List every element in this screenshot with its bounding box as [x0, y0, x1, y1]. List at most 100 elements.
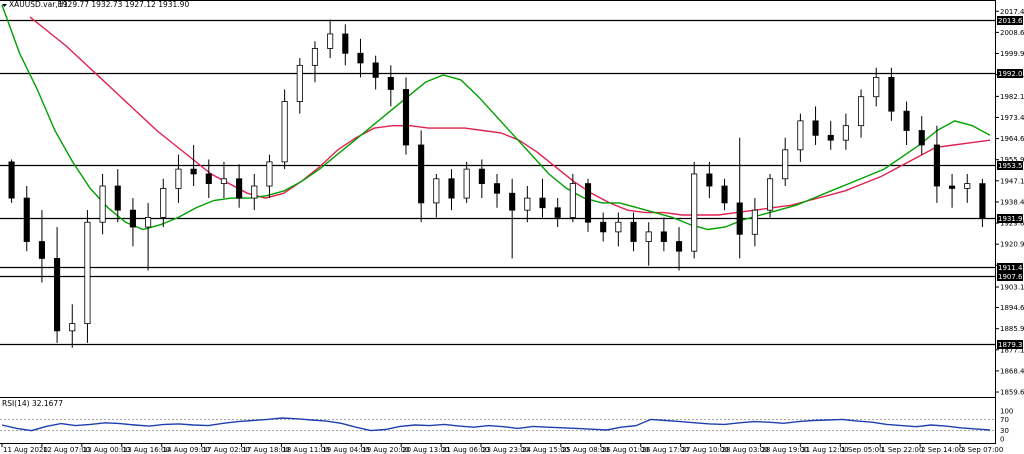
price-tick-label: 1982.15: [1000, 93, 1024, 101]
chevron-down-icon[interactable]: [2, 4, 7, 7]
price-tick-label: 1903.15: [1000, 284, 1024, 292]
level-label-bg: [997, 340, 1023, 349]
time-tick-label: 19 Aug 20:00: [362, 446, 409, 454]
candle: [175, 154, 182, 203]
candle-body: [675, 241, 683, 252]
candle-body: [296, 64, 303, 102]
candle-body: [54, 258, 61, 332]
candle: [114, 169, 121, 223]
candle-body: [964, 183, 971, 189]
candle: [205, 159, 212, 199]
candle-body: [463, 168, 470, 199]
candle: [721, 178, 728, 211]
time-tick-label: 17 Aug 02:00: [203, 446, 250, 454]
candle: [691, 161, 698, 259]
level-label-bg: [997, 272, 1023, 281]
price-tick-label: 1947.15: [1000, 177, 1024, 185]
candle-body: [842, 125, 849, 141]
time-tick-label: 26 Aug 17:00: [642, 446, 689, 454]
rsi-header: RSI(14) 32.1677: [2, 399, 63, 408]
candle: [842, 113, 849, 150]
time-tick-label: 3 Sep 07:00: [961, 446, 1003, 454]
candle: [812, 106, 819, 145]
candle: [524, 186, 531, 223]
level-label: 1907.69: [998, 273, 1024, 281]
candle: [129, 198, 136, 247]
candle: [539, 178, 546, 218]
candle-body: [660, 231, 667, 242]
candle-body: [706, 173, 713, 187]
time-tick-label: 20 Aug 13:00: [402, 446, 449, 454]
candle: [281, 89, 288, 170]
candle-body: [38, 241, 45, 259]
candle: [630, 212, 637, 252]
candle: [706, 161, 713, 199]
candle: [69, 304, 76, 348]
time-tick-label: 19 Aug 04:00: [322, 446, 369, 454]
candle: [418, 130, 425, 223]
candle-body: [327, 33, 334, 49]
candle-body: [797, 120, 804, 151]
level-label-bg: [997, 263, 1023, 272]
candle-body: [160, 188, 167, 218]
candle-body: [933, 144, 940, 187]
time-tick-label: 13 Aug 00:00: [83, 446, 130, 454]
candle-body: [721, 185, 728, 204]
candle-body: [220, 178, 228, 185]
time-tick-label: 17 Aug 18:00: [243, 446, 290, 454]
time-tick-label: 12 Aug 07:00: [43, 446, 90, 454]
time-tick-label: 14 Aug 09:00: [163, 446, 210, 454]
candle: [645, 222, 652, 266]
horizontal-levels[interactable]: [0, 19, 996, 346]
candle: [236, 164, 243, 208]
candle: [600, 212, 607, 242]
candle-body: [691, 173, 698, 252]
candle-body: [873, 77, 880, 98]
candle: [463, 161, 470, 203]
time-tick-label: 18 Aug 11:00: [282, 446, 329, 454]
symbol-label: XAUUSD.var,H1: [9, 0, 68, 9]
candle: [858, 89, 865, 138]
ma-slow-layer: [29, 16, 991, 216]
candle-body: [357, 52, 364, 64]
candle-body: [281, 101, 288, 163]
candle-body: [888, 77, 895, 112]
candle-body: [782, 149, 789, 180]
candle-body: [205, 173, 212, 185]
candle: [660, 217, 667, 252]
candle: [782, 137, 789, 187]
candle: [964, 173, 971, 203]
candle-body: [493, 183, 501, 194]
price-tick-label: 1964.65: [1000, 135, 1024, 143]
level-labels: 2013.60 1992.03 1953.55 1931.90 1911.401907.…: [997, 16, 1024, 349]
candle-body: [766, 178, 774, 211]
time-tick-label: 31 Aug 12:00: [801, 446, 848, 454]
time-tick-label: 25 Aug 08:00: [562, 446, 609, 454]
time-tick-label: 21 Aug 06:00: [442, 446, 489, 454]
candle: [493, 173, 501, 208]
price-tick-label: 1973.40: [1000, 114, 1024, 122]
candle: [873, 67, 880, 107]
candle-body: [478, 168, 485, 185]
candle: [554, 198, 561, 228]
candle-body: [554, 207, 561, 218]
price-tick-label: 1859.65: [1000, 389, 1024, 397]
candle-body: [311, 48, 319, 66]
candle: [918, 116, 925, 155]
rsi-layer: [1, 417, 991, 432]
level-label: 1911.40: [998, 264, 1024, 272]
time-tick-label: 24 Aug 15:00: [522, 446, 569, 454]
candle-body: [751, 209, 758, 235]
level-label: 1879.39: [998, 341, 1024, 349]
price-tick-label: 1955.90: [1000, 156, 1024, 164]
candle-body: [372, 62, 379, 78]
level-label: 1931.90: [998, 215, 1024, 223]
candle: [751, 198, 758, 247]
candle: [569, 173, 576, 223]
candle-body: [23, 197, 30, 242]
candle: [251, 173, 258, 211]
candle-body: [69, 323, 76, 332]
candle-body: [645, 231, 652, 242]
candle-body: [903, 110, 910, 131]
